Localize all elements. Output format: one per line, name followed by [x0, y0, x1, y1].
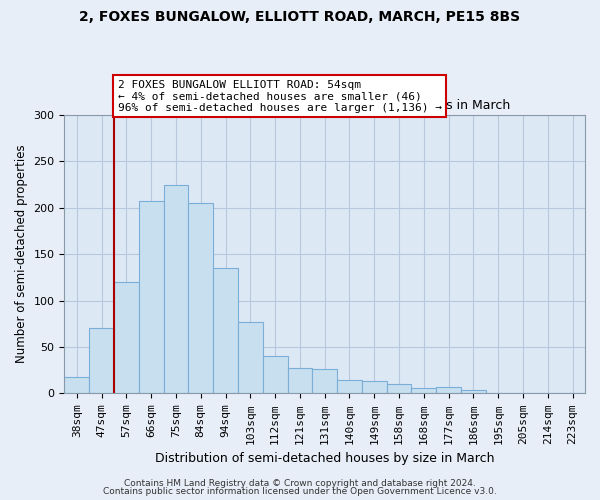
- Bar: [386, 384, 412, 394]
- X-axis label: Distribution of semi-detached houses by size in March: Distribution of semi-detached houses by …: [155, 452, 494, 465]
- Bar: [287, 368, 313, 394]
- Bar: [313, 370, 337, 394]
- Bar: [89, 328, 114, 394]
- Bar: [337, 380, 362, 394]
- Bar: [362, 382, 386, 394]
- Bar: [412, 388, 436, 394]
- Bar: [164, 186, 188, 394]
- Bar: [139, 201, 164, 394]
- Title: Size of property relative to semi-detached houses in March: Size of property relative to semi-detach…: [140, 99, 510, 112]
- Bar: [238, 322, 263, 394]
- Bar: [114, 282, 139, 394]
- Bar: [64, 376, 89, 394]
- Bar: [263, 356, 287, 394]
- Bar: [461, 390, 486, 394]
- Bar: [436, 387, 461, 394]
- Bar: [486, 392, 511, 394]
- Text: 2 FOXES BUNGALOW ELLIOTT ROAD: 54sqm
← 4% of semi-detached houses are smaller (4: 2 FOXES BUNGALOW ELLIOTT ROAD: 54sqm ← 4…: [118, 80, 442, 113]
- Bar: [188, 203, 213, 394]
- Text: Contains public sector information licensed under the Open Government Licence v3: Contains public sector information licen…: [103, 487, 497, 496]
- Y-axis label: Number of semi-detached properties: Number of semi-detached properties: [15, 145, 28, 364]
- Text: Contains HM Land Registry data © Crown copyright and database right 2024.: Contains HM Land Registry data © Crown c…: [124, 478, 476, 488]
- Bar: [213, 268, 238, 394]
- Text: 2, FOXES BUNGALOW, ELLIOTT ROAD, MARCH, PE15 8BS: 2, FOXES BUNGALOW, ELLIOTT ROAD, MARCH, …: [79, 10, 521, 24]
